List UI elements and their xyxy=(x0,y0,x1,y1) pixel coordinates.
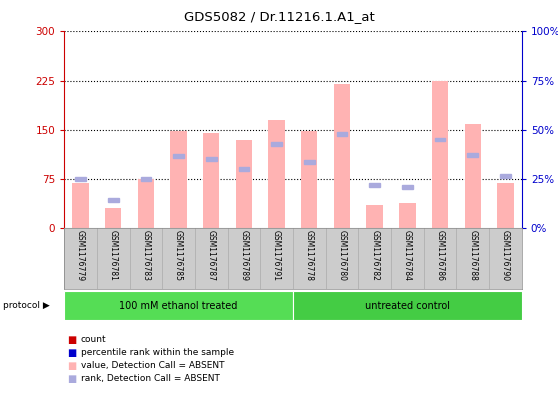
Bar xyxy=(138,179,154,228)
Bar xyxy=(64,292,293,320)
Bar xyxy=(105,208,121,228)
Bar xyxy=(334,84,350,228)
Bar xyxy=(500,174,511,178)
Text: value, Detection Call = ABSENT: value, Detection Call = ABSENT xyxy=(81,362,224,370)
Text: GSM1176788: GSM1176788 xyxy=(468,230,477,281)
Bar xyxy=(141,177,151,181)
Text: GSM1176786: GSM1176786 xyxy=(436,230,445,281)
Text: GSM1176784: GSM1176784 xyxy=(403,230,412,281)
Text: GSM1176791: GSM1176791 xyxy=(272,230,281,281)
Text: ■: ■ xyxy=(67,361,76,371)
Text: GSM1176787: GSM1176787 xyxy=(207,230,216,281)
Text: ■: ■ xyxy=(67,374,76,384)
Bar xyxy=(75,177,86,181)
Bar xyxy=(170,131,187,228)
Text: rank, Detection Call = ABSENT: rank, Detection Call = ABSENT xyxy=(81,375,220,383)
Bar xyxy=(173,154,184,158)
Text: 100 mM ethanol treated: 100 mM ethanol treated xyxy=(119,301,238,310)
Text: GSM1176780: GSM1176780 xyxy=(338,230,347,281)
Bar xyxy=(402,185,413,189)
Bar xyxy=(369,184,380,187)
Bar xyxy=(468,152,478,156)
Text: ■: ■ xyxy=(67,335,76,345)
Bar xyxy=(73,184,89,228)
Bar xyxy=(271,142,282,146)
Bar xyxy=(497,184,513,228)
Bar xyxy=(336,132,347,136)
Text: percentile rank within the sample: percentile rank within the sample xyxy=(81,349,234,357)
Text: ■: ■ xyxy=(67,348,76,358)
Bar xyxy=(301,131,318,228)
Bar xyxy=(239,167,249,171)
Bar xyxy=(432,81,448,228)
Text: GSM1176790: GSM1176790 xyxy=(501,230,510,281)
Bar xyxy=(203,133,219,228)
Bar xyxy=(293,292,522,320)
Bar xyxy=(464,125,481,228)
Bar xyxy=(235,140,252,228)
Text: GSM1176781: GSM1176781 xyxy=(109,230,118,281)
Bar xyxy=(268,120,285,228)
Bar xyxy=(367,205,383,228)
Text: count: count xyxy=(81,336,107,344)
Bar xyxy=(304,160,315,164)
Text: GSM1176779: GSM1176779 xyxy=(76,230,85,281)
Text: GSM1176782: GSM1176782 xyxy=(370,230,379,281)
Text: GDS5082 / Dr.11216.1.A1_at: GDS5082 / Dr.11216.1.A1_at xyxy=(184,10,374,23)
Text: protocol ▶: protocol ▶ xyxy=(3,301,50,310)
Text: GSM1176783: GSM1176783 xyxy=(141,230,150,281)
Bar xyxy=(399,203,416,228)
Text: GSM1176785: GSM1176785 xyxy=(174,230,183,281)
Text: GSM1176778: GSM1176778 xyxy=(305,230,314,281)
Text: GSM1176789: GSM1176789 xyxy=(239,230,248,281)
Bar xyxy=(435,138,445,141)
Text: untreated control: untreated control xyxy=(365,301,450,310)
Bar xyxy=(108,198,118,202)
Bar xyxy=(206,157,217,161)
